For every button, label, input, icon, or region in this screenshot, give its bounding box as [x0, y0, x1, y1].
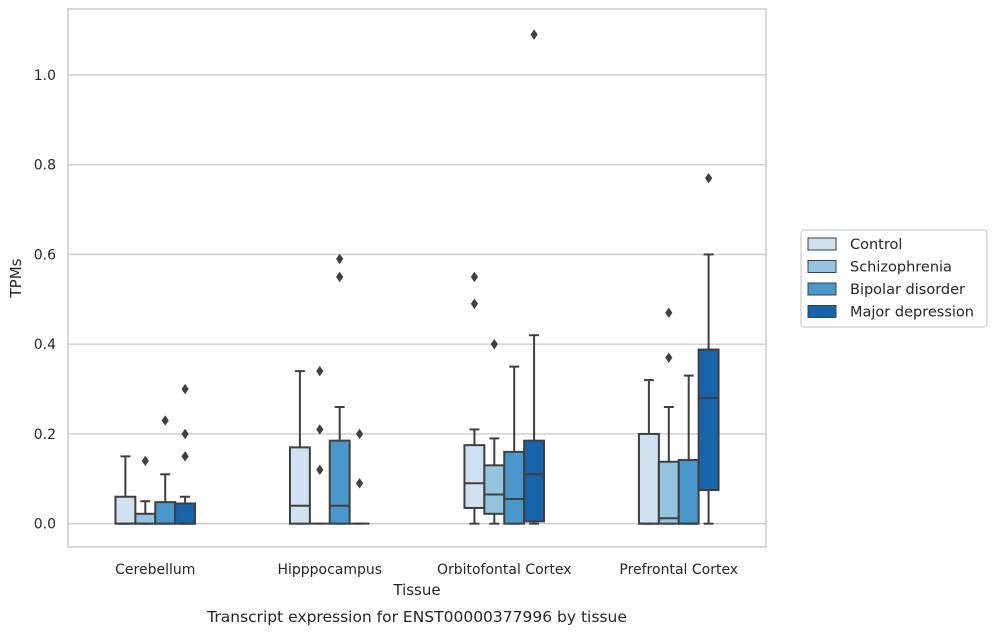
legend-item: Bipolar disorder — [807, 282, 965, 298]
outlier-point — [161, 415, 169, 426]
outlier-point — [316, 365, 324, 377]
series-control — [114, 271, 660, 525]
box — [328, 253, 351, 525]
box-body — [134, 512, 157, 525]
box-body — [288, 446, 311, 525]
y-tick-label: 0.8 — [34, 158, 56, 174]
x-axis-title: Tissue — [392, 581, 440, 599]
y-tick-label: 0.6 — [34, 247, 56, 263]
box — [637, 379, 660, 525]
box — [288, 370, 311, 525]
outlier-point — [181, 383, 189, 395]
outlier-point — [336, 271, 344, 283]
legend-item: Control — [807, 237, 902, 253]
box — [483, 338, 506, 525]
box — [309, 365, 330, 525]
legend-item: Major depression — [807, 305, 974, 321]
legend-swatch — [807, 260, 837, 273]
x-tick-label: Cerebellum — [115, 562, 195, 578]
outlier-point — [665, 352, 673, 363]
box — [697, 172, 720, 525]
grid-lines — [68, 74, 766, 525]
box-body — [174, 502, 197, 525]
x-tick-labels: Cerebellum Hipppocampus Orbitofontal Corte… — [115, 562, 738, 578]
outlier-point — [316, 464, 324, 476]
outlier-point — [470, 271, 479, 283]
outlier-point — [665, 307, 673, 318]
box-body — [523, 439, 546, 523]
outlier-point — [141, 455, 149, 467]
y-tick-label: 0.4 — [34, 337, 56, 353]
legend-label: Bipolar disorder — [850, 282, 965, 298]
legend-label: Schizophrenia — [850, 260, 952, 276]
box-body — [657, 460, 680, 525]
box — [114, 455, 137, 525]
y-axis-title: TPMs — [7, 258, 25, 298]
chart-caption: Transcript expression for ENST0000037799… — [206, 608, 627, 626]
legend-swatch — [807, 305, 837, 318]
outlier-point — [181, 428, 189, 440]
y-tick-label: 0.0 — [34, 517, 56, 533]
box — [349, 428, 370, 525]
y-tick-label: 0.2 — [34, 427, 56, 443]
outlier-point — [704, 172, 713, 184]
series-bipolar-disorder — [154, 253, 700, 525]
legend-swatch — [807, 237, 837, 251]
series-schizophrenia — [134, 307, 680, 525]
box — [503, 365, 526, 525]
box-series-layer — [114, 29, 720, 525]
box-body — [677, 458, 700, 525]
outlier-point — [470, 298, 479, 310]
x-tick-label: Orbitofontal Cortex — [437, 562, 572, 578]
box — [657, 307, 680, 525]
outlier-point — [355, 428, 364, 440]
outlier-point — [490, 338, 498, 350]
box — [174, 383, 197, 525]
box-body — [697, 348, 720, 492]
legend-swatch — [807, 282, 837, 296]
box — [523, 29, 546, 525]
box — [154, 415, 177, 525]
x-tick-label: Hipppocampus — [277, 562, 382, 578]
box-body — [463, 444, 486, 509]
box — [677, 374, 700, 525]
box — [134, 455, 157, 525]
plot-frame — [67, 8, 767, 548]
y-tick-label: 1.0 — [34, 68, 56, 84]
box-body — [328, 439, 351, 525]
box-body — [154, 501, 177, 525]
box-body — [503, 450, 526, 525]
box — [463, 271, 486, 525]
legend-frame — [800, 229, 988, 328]
outlier-point — [181, 451, 189, 462]
outlier-point — [530, 29, 538, 40]
x-tick-label: Prefrontal Cortex — [619, 562, 738, 578]
legend-item: Schizophrenia — [807, 260, 952, 276]
outlier-point — [316, 424, 324, 435]
outlier-point — [355, 478, 364, 489]
legend-label: Control — [850, 237, 902, 253]
outlier-point — [336, 253, 344, 265]
legend-label: Major depression — [850, 305, 974, 321]
legend: Control Schizophrenia Bipolar disorder Majo… — [800, 229, 988, 328]
box-body — [483, 464, 506, 515]
y-tick-labels: 0.0 0.2 0.4 0.6 0.8 1.0 — [34, 68, 56, 533]
box-body — [637, 432, 660, 525]
box-body — [114, 495, 137, 525]
series-major-depression — [174, 29, 720, 525]
